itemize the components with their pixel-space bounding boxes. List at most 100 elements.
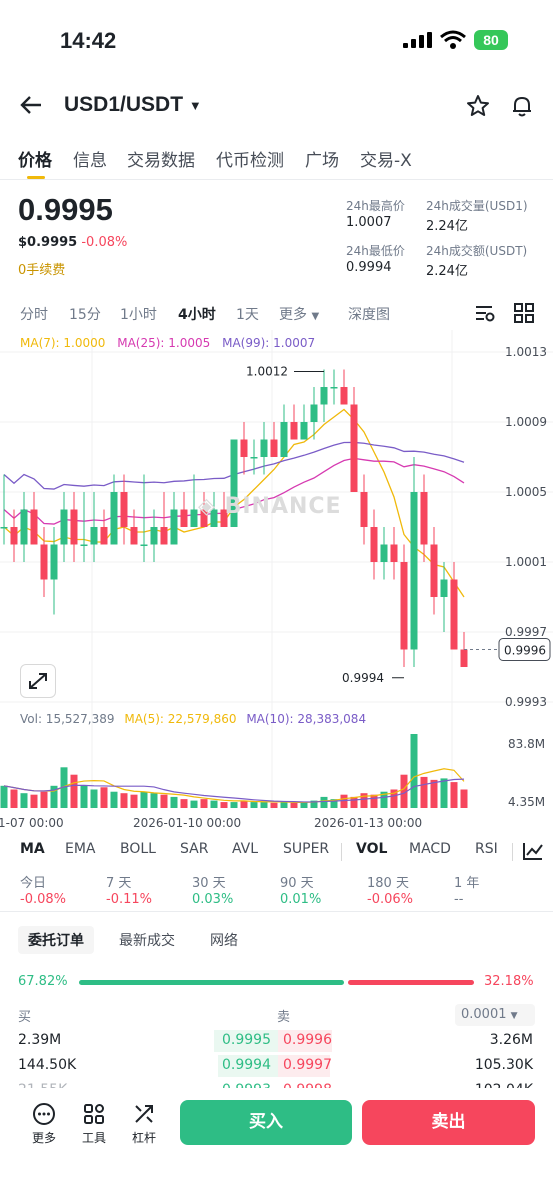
- volume-bar: [290, 802, 298, 808]
- perf-value-1y: --: [454, 892, 464, 907]
- time-axis-label: 2026-01-13 00:00: [314, 816, 422, 830]
- volume-value: 2.24亿: [426, 219, 468, 234]
- chart-settings-icon[interactable]: [474, 303, 496, 323]
- more-button[interactable]: 更多: [24, 1102, 64, 1146]
- volume-bar: [40, 791, 48, 808]
- volume-bar: [250, 802, 258, 808]
- ask-price[interactable]: 0.9996: [283, 1032, 332, 1048]
- volume-bar: [200, 799, 208, 808]
- indicator-rsi[interactable]: RSI: [475, 841, 498, 857]
- candle-body: [160, 527, 168, 545]
- tab-trade-x[interactable]: 交易-X: [360, 151, 412, 171]
- tab-square[interactable]: 广场: [305, 151, 339, 171]
- buy-header: 买: [18, 1010, 32, 1025]
- volume-bar: [330, 799, 338, 808]
- orderbook-header: 买 卖 0.0001 ▼: [0, 1004, 553, 1028]
- vol-ma10-legend: MA(10): 28,383,084: [246, 712, 367, 726]
- tab-network[interactable]: 网络: [210, 933, 238, 949]
- price-axis-label: 1.0005: [505, 485, 547, 499]
- indicator-macd[interactable]: MACD: [409, 841, 451, 857]
- high-value: 1.0007: [346, 215, 392, 230]
- buy-button[interactable]: 买入: [180, 1100, 352, 1145]
- status-bar: 14:42 80: [0, 0, 553, 80]
- expand-icon: [29, 673, 47, 689]
- volume-bar: [350, 796, 358, 808]
- volume-bar: [410, 734, 418, 808]
- candle-body: [230, 439, 238, 527]
- price-axis-label: 0.9997: [505, 625, 547, 639]
- ask-price[interactable]: 0.9997: [283, 1057, 332, 1073]
- fullscreen-button[interactable]: [20, 664, 56, 698]
- price-axis-label: 1.0001: [505, 555, 547, 569]
- perf-label-30d: 30 天: [192, 876, 226, 891]
- volume-bar: [380, 791, 388, 808]
- tools-button[interactable]: 工具: [74, 1102, 114, 1146]
- buy-ratio-bar: [79, 980, 344, 985]
- time-axis-label: 1-07 00:00: [0, 816, 64, 830]
- perf-value-7d: -0.11%: [106, 892, 152, 907]
- indicator-super[interactable]: SUPER: [283, 841, 330, 857]
- sell-button[interactable]: 卖出: [362, 1100, 535, 1145]
- indicator-sar[interactable]: SAR: [180, 841, 209, 857]
- main-tabs: 价格 信息 交易数据 代币检测 广场 交易-X: [0, 140, 553, 180]
- perf-value-180d: -0.06%: [367, 892, 413, 907]
- interval-line[interactable]: 分时: [20, 307, 48, 323]
- indicator-ma[interactable]: MA: [20, 841, 45, 857]
- bid-depth-bar: [218, 1055, 278, 1077]
- kline-chart[interactable]: 1.0013 1.0009 1.0005 1.0001 0.9997 0.9993 0.99…: [0, 330, 553, 835]
- sell-ratio-bar: [348, 980, 474, 985]
- star-icon[interactable]: [466, 94, 490, 118]
- perf-label-1y: 1 年: [454, 876, 480, 891]
- candle-body: [220, 509, 228, 527]
- interval-4h[interactable]: 4小时: [178, 307, 216, 323]
- pair-selector[interactable]: USD1/USDT ▼: [64, 93, 202, 117]
- bid-price[interactable]: 0.9994: [222, 1057, 271, 1073]
- interval-1d[interactable]: 1天: [236, 307, 259, 323]
- tab-info[interactable]: 信息: [73, 151, 107, 171]
- candle-body: [280, 422, 288, 457]
- depth-chart[interactable]: 深度图: [348, 307, 390, 323]
- bell-icon[interactable]: [510, 94, 534, 118]
- indicator-boll[interactable]: BOLL: [120, 841, 156, 857]
- precision-select[interactable]: 0.0001 ▼: [455, 1004, 535, 1026]
- perf-label-180d: 180 天: [367, 876, 409, 891]
- low-value: 0.9994: [346, 260, 392, 275]
- tab-order-book[interactable]: 委托订单: [18, 926, 94, 954]
- candle-body: [210, 509, 218, 527]
- candle-body: [340, 387, 348, 405]
- fee-badge[interactable]: 0手续费: [18, 263, 66, 278]
- price-axis-label: 0.9993: [505, 695, 547, 709]
- indicator-chart-icon[interactable]: [522, 841, 544, 861]
- volume-bar: [10, 789, 18, 808]
- volume-bar: [30, 794, 38, 808]
- interval-more[interactable]: 更多 ▼: [279, 304, 319, 324]
- indicator-ema[interactable]: EMA: [65, 841, 96, 857]
- bid-qty: 144.50K: [18, 1057, 77, 1073]
- grid-layout-icon[interactable]: [514, 303, 534, 323]
- tab-trading-data[interactable]: 交易数据: [127, 151, 195, 171]
- orderbook-tabs: 委托订单 最新成交 网络: [0, 916, 553, 962]
- indicator-vol[interactable]: VOL: [356, 841, 388, 857]
- performance-row: 今日 -0.08% 7 天 -0.11% 30 天 0.03% 90 天 0.0…: [0, 868, 553, 912]
- candle-body: [260, 439, 268, 457]
- high-marker-label: 1.0012: [246, 365, 288, 379]
- tab-recent-trades[interactable]: 最新成交: [119, 933, 175, 949]
- interval-15m[interactable]: 15分: [69, 307, 101, 323]
- ma99-legend: MA(99): 1.0007: [222, 336, 316, 350]
- buy-ratio: 67.82%: [18, 974, 68, 989]
- interval-1h[interactable]: 1小时: [120, 307, 157, 323]
- tab-price[interactable]: 价格: [18, 151, 52, 171]
- candle-body: [70, 509, 78, 545]
- tab-token-check[interactable]: 代币检测: [216, 151, 284, 171]
- volume-bar: [340, 794, 348, 808]
- ma-legend: MA(7): 1.0000 MA(25): 1.0005 MA(99): 1.0…: [20, 336, 315, 350]
- orderbook-row: 144.50K 0.9994 0.9997 105.30K: [0, 1055, 553, 1079]
- bid-price[interactable]: 0.9995: [222, 1032, 271, 1048]
- tools-grid-icon: [84, 1104, 104, 1124]
- margin-button[interactable]: 杠杆: [124, 1102, 164, 1146]
- battery-icon: 80: [474, 30, 508, 50]
- back-arrow-icon[interactable]: [20, 95, 42, 115]
- sell-header: 卖: [277, 1010, 291, 1025]
- indicator-avl[interactable]: AVL: [232, 841, 259, 857]
- price-usd-row: $0.9995 -0.08%: [18, 235, 127, 250]
